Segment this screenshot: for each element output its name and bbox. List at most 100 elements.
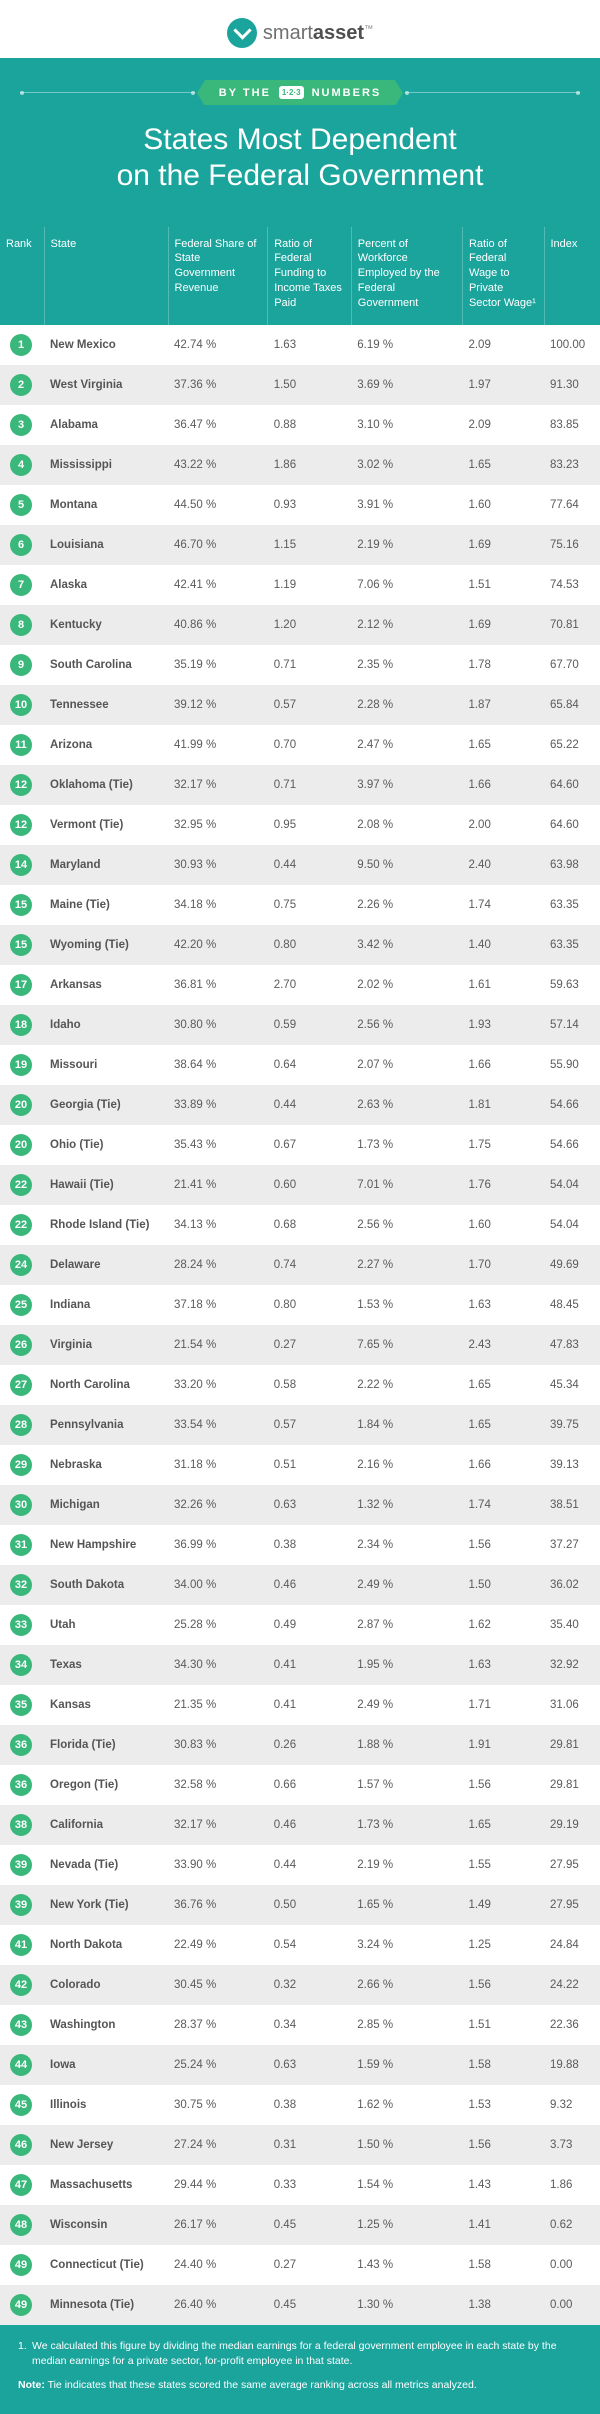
cell-index: 54.04: [544, 1165, 600, 1205]
cell-fed-share: 32.17 %: [168, 1805, 268, 1845]
table-row: 4Mississippi43.22 %1.863.02 %1.6583.23: [0, 445, 600, 485]
cell-pct-workforce: 2.87 %: [351, 1605, 462, 1645]
cell-ratio-wage: 1.43: [462, 2165, 544, 2205]
badge-row: BY THE 1·2·3 NUMBERS: [20, 80, 580, 105]
cell-fed-share: 37.36 %: [168, 365, 268, 405]
cell-pct-workforce: 2.56 %: [351, 1005, 462, 1045]
cell-rank: 39: [0, 1845, 44, 1885]
cell-pct-workforce: 7.01 %: [351, 1165, 462, 1205]
cell-index: 27.95: [544, 1845, 600, 1885]
cell-rank: 5: [0, 485, 44, 525]
cell-pct-workforce: 1.65 %: [351, 1885, 462, 1925]
cell-index: 36.02: [544, 1565, 600, 1605]
col-index: Index: [544, 227, 600, 325]
table-row: 5Montana44.50 %0.933.91 %1.6077.64: [0, 485, 600, 525]
cell-ratio-wage: 1.58: [462, 2045, 544, 2085]
rank-badge: 9: [10, 654, 32, 676]
cell-ratio-funding: 0.34: [268, 2005, 352, 2045]
cell-rank: 26: [0, 1325, 44, 1365]
table-row: 31New Hampshire36.99 %0.382.34 %1.5637.2…: [0, 1525, 600, 1565]
cell-ratio-funding: 0.67: [268, 1125, 352, 1165]
cell-state: Wisconsin: [44, 2205, 168, 2245]
cell-ratio-wage: 1.78: [462, 645, 544, 685]
infographic-page: smartasset™ BY THE 1·2·3 NUMBERS States …: [0, 0, 600, 2414]
cell-rank: 39: [0, 1885, 44, 1925]
cell-state: Mississippi: [44, 445, 168, 485]
cell-ratio-wage: 1.55: [462, 1845, 544, 1885]
logo-bar: smartasset™: [0, 0, 600, 58]
table-row: 14Maryland30.93 %0.449.50 %2.4063.98: [0, 845, 600, 885]
cell-index: 63.35: [544, 885, 600, 925]
rank-badge: 41: [10, 1934, 32, 1956]
cell-rank: 28: [0, 1405, 44, 1445]
cell-fed-share: 36.76 %: [168, 1885, 268, 1925]
rank-badge: 47: [10, 2174, 32, 2196]
cell-ratio-funding: 1.20: [268, 605, 352, 645]
cell-index: 54.66: [544, 1125, 600, 1165]
cell-ratio-wage: 2.09: [462, 405, 544, 445]
cell-state: Kentucky: [44, 605, 168, 645]
table-row: 22Hawaii (Tie)21.41 %0.607.01 %1.7654.04: [0, 1165, 600, 1205]
cell-ratio-wage: 1.60: [462, 485, 544, 525]
cell-rank: 22: [0, 1165, 44, 1205]
table-row: 15Maine (Tie)34.18 %0.752.26 %1.7463.35: [0, 885, 600, 925]
cell-ratio-wage: 1.51: [462, 565, 544, 605]
cell-state: West Virginia: [44, 365, 168, 405]
cell-rank: 30: [0, 1485, 44, 1525]
rank-badge: 17: [10, 974, 32, 996]
table-row: 34Texas34.30 %0.411.95 %1.6332.92: [0, 1645, 600, 1685]
cell-state: New York (Tie): [44, 1885, 168, 1925]
page-title-line2: on the Federal Government: [20, 159, 580, 193]
cell-ratio-funding: 0.32: [268, 1965, 352, 2005]
cell-fed-share: 42.74 %: [168, 325, 268, 365]
hero-header: BY THE 1·2·3 NUMBERS States Most Depende…: [0, 58, 600, 227]
table-row: 36Florida (Tie)30.83 %0.261.88 %1.9129.8…: [0, 1725, 600, 1765]
cell-ratio-wage: 1.71: [462, 1685, 544, 1725]
cell-rank: 11: [0, 725, 44, 765]
cell-ratio-wage: 2.40: [462, 845, 544, 885]
cell-state: Vermont (Tie): [44, 805, 168, 845]
cell-rank: 20: [0, 1085, 44, 1125]
cell-ratio-wage: 1.65: [462, 1365, 544, 1405]
cell-ratio-funding: 1.63: [268, 325, 352, 365]
cell-fed-share: 30.75 %: [168, 2085, 268, 2125]
cell-ratio-wage: 1.56: [462, 1965, 544, 2005]
table-row: 17Arkansas36.81 %2.702.02 %1.6159.63: [0, 965, 600, 1005]
cell-state: Wyoming (Tie): [44, 925, 168, 965]
cell-ratio-wage: 1.75: [462, 1125, 544, 1165]
cell-ratio-funding: 2.70: [268, 965, 352, 1005]
cell-pct-workforce: 3.69 %: [351, 365, 462, 405]
cell-rank: 44: [0, 2045, 44, 2085]
cell-index: 0.00: [544, 2245, 600, 2285]
cell-fed-share: 33.54 %: [168, 1405, 268, 1445]
cell-ratio-funding: 0.44: [268, 845, 352, 885]
cell-pct-workforce: 2.07 %: [351, 1045, 462, 1085]
rank-badge: 20: [10, 1134, 32, 1156]
cell-ratio-wage: 1.87: [462, 685, 544, 725]
cell-ratio-wage: 2.00: [462, 805, 544, 845]
cell-ratio-wage: 1.65: [462, 725, 544, 765]
cell-rank: 36: [0, 1725, 44, 1765]
cell-fed-share: 33.90 %: [168, 1845, 268, 1885]
cell-state: North Carolina: [44, 1365, 168, 1405]
rank-badge: 35: [10, 1694, 32, 1716]
table-row: 25Indiana37.18 %0.801.53 %1.6348.45: [0, 1285, 600, 1325]
cell-pct-workforce: 2.16 %: [351, 1445, 462, 1485]
cell-pct-workforce: 1.62 %: [351, 2085, 462, 2125]
footnote-list: We calculated this figure by dividing th…: [18, 2339, 582, 2371]
cell-ratio-funding: 0.57: [268, 1405, 352, 1445]
cell-fed-share: 43.22 %: [168, 445, 268, 485]
cell-ratio-funding: 0.75: [268, 885, 352, 925]
cell-index: 27.95: [544, 1885, 600, 1925]
cell-state: Utah: [44, 1605, 168, 1645]
rank-badge: 15: [10, 934, 32, 956]
cell-fed-share: 41.99 %: [168, 725, 268, 765]
cell-state: Rhode Island (Tie): [44, 1205, 168, 1245]
cell-ratio-funding: 0.80: [268, 925, 352, 965]
cell-rank: 43: [0, 2005, 44, 2045]
cell-ratio-wage: 1.40: [462, 925, 544, 965]
table-row: 6Louisiana46.70 %1.152.19 %1.6975.16: [0, 525, 600, 565]
cell-ratio-funding: 0.50: [268, 1885, 352, 1925]
table-body: 1New Mexico42.74 %1.636.19 %2.09100.002W…: [0, 325, 600, 2325]
cell-ratio-wage: 1.74: [462, 885, 544, 925]
